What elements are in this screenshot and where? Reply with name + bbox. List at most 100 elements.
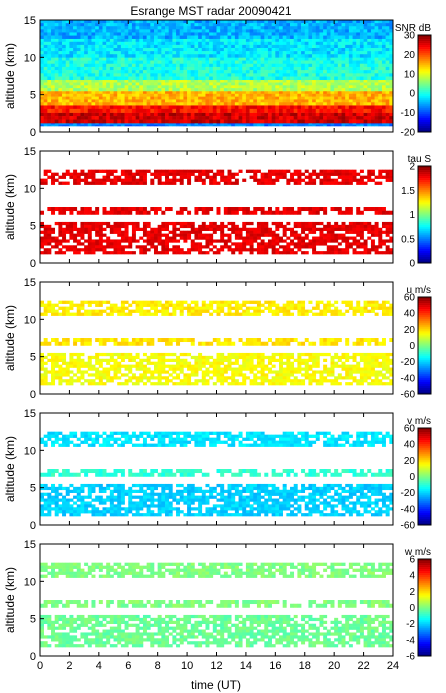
data-cell bbox=[367, 88, 372, 92]
data-cell bbox=[234, 20, 239, 24]
data-cell bbox=[117, 57, 122, 61]
data-cell bbox=[176, 32, 181, 36]
data-cell bbox=[73, 379, 78, 383]
data-cell bbox=[304, 245, 309, 249]
data-cell bbox=[301, 207, 306, 212]
data-cell bbox=[319, 48, 324, 52]
data-cell bbox=[135, 116, 140, 120]
data-cell bbox=[304, 175, 309, 179]
data-cell bbox=[84, 76, 89, 81]
data-cell bbox=[139, 105, 144, 110]
data-cell bbox=[117, 224, 122, 229]
data-cell bbox=[330, 178, 335, 182]
data-cell bbox=[293, 124, 298, 127]
data-cell bbox=[69, 44, 74, 49]
data-cell bbox=[65, 82, 70, 86]
data-cell bbox=[91, 210, 96, 215]
data-cell bbox=[315, 57, 320, 61]
data-cell bbox=[62, 358, 67, 362]
data-cell bbox=[54, 221, 59, 226]
data-cell bbox=[326, 108, 331, 113]
data-cell bbox=[43, 48, 48, 52]
data-cell bbox=[153, 79, 158, 83]
data-cell bbox=[201, 82, 206, 86]
data-cell bbox=[231, 112, 236, 117]
data-cell bbox=[363, 20, 368, 24]
data-cell bbox=[153, 32, 158, 36]
data-cell bbox=[209, 90, 214, 95]
data-cell bbox=[293, 48, 298, 52]
data-cell bbox=[87, 26, 92, 30]
data-cell bbox=[249, 23, 254, 27]
data-cell bbox=[139, 108, 144, 113]
data-cell bbox=[312, 96, 317, 100]
data-cell bbox=[43, 93, 48, 97]
data-cell bbox=[279, 99, 283, 103]
data-cell bbox=[293, 66, 298, 71]
data-cell bbox=[190, 32, 195, 36]
data-cell bbox=[73, 112, 78, 117]
data-cell bbox=[187, 44, 192, 49]
data-cell bbox=[267, 105, 272, 110]
data-cell bbox=[131, 178, 136, 182]
data-cell bbox=[323, 119, 328, 124]
data-cell bbox=[106, 172, 111, 176]
data-cell bbox=[238, 119, 243, 124]
data-cell bbox=[223, 102, 228, 106]
data-cell bbox=[323, 90, 328, 95]
data-cell bbox=[293, 54, 298, 58]
data-cell bbox=[98, 248, 103, 252]
data-cell bbox=[157, 207, 162, 212]
data-cell bbox=[47, 26, 52, 30]
data-cell bbox=[260, 88, 265, 92]
data-cell bbox=[80, 38, 85, 43]
data-cell bbox=[190, 123, 195, 125]
data-cell bbox=[176, 54, 181, 58]
data-cell bbox=[256, 73, 261, 77]
data-cell bbox=[271, 54, 276, 58]
data-cell bbox=[80, 79, 85, 83]
data-cell bbox=[293, 245, 298, 249]
data-cell bbox=[330, 63, 335, 68]
data-cell bbox=[348, 102, 353, 106]
data-cell bbox=[242, 99, 247, 103]
data-cell bbox=[161, 93, 166, 97]
data-cell bbox=[249, 227, 254, 231]
data-cell bbox=[179, 233, 184, 237]
data-cell bbox=[286, 169, 291, 173]
data-cell bbox=[106, 239, 111, 243]
data-cell bbox=[69, 210, 74, 215]
data-cell bbox=[363, 227, 368, 231]
data-cell bbox=[312, 23, 317, 27]
data-cell bbox=[301, 63, 306, 68]
data-cell bbox=[315, 60, 320, 65]
colorbar-segment bbox=[418, 109, 431, 113]
data-cell bbox=[113, 70, 118, 74]
data-cell bbox=[223, 29, 228, 33]
data-cell bbox=[330, 32, 335, 36]
data-cell bbox=[352, 239, 357, 243]
data-cell bbox=[113, 116, 118, 120]
data-cell bbox=[73, 96, 78, 100]
data-cell bbox=[87, 96, 92, 100]
data-cell bbox=[187, 63, 192, 68]
colorbar-segment bbox=[418, 190, 431, 193]
data-cell bbox=[334, 227, 339, 231]
data-cell bbox=[209, 108, 214, 113]
data-cell bbox=[43, 355, 48, 360]
data-cell bbox=[301, 32, 306, 36]
data-cell bbox=[381, 123, 386, 125]
data-cell bbox=[62, 112, 67, 117]
data-cell bbox=[47, 230, 52, 234]
data-cell bbox=[113, 66, 118, 71]
data-cell bbox=[352, 169, 357, 173]
data-cell bbox=[69, 172, 74, 176]
data-cell bbox=[187, 93, 192, 97]
data-cell bbox=[187, 73, 192, 77]
data-cell bbox=[378, 66, 383, 71]
data-cell bbox=[363, 35, 368, 39]
data-cell bbox=[62, 90, 67, 95]
data-cell bbox=[87, 79, 92, 83]
data-cell bbox=[40, 82, 44, 86]
data-cell bbox=[106, 245, 111, 249]
